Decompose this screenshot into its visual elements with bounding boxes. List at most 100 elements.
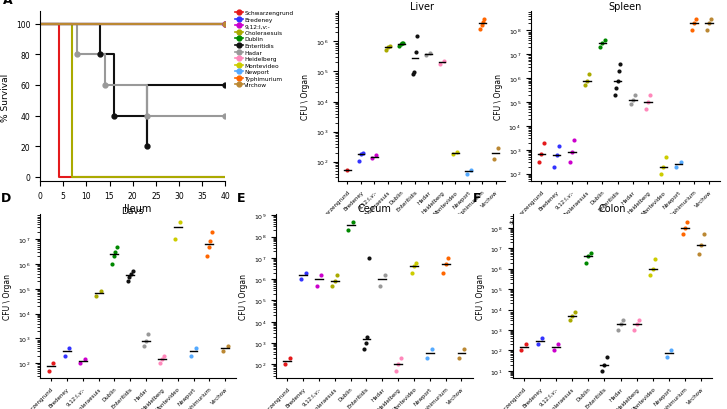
- Point: [630, 92, 641, 99]
- Point: [48, 360, 60, 367]
- Point: [537, 335, 548, 342]
- Point: [279, 361, 291, 368]
- Point: [597, 40, 608, 47]
- Point: [109, 249, 121, 256]
- Y-axis label: % Survival: % Survival: [1, 73, 10, 121]
- Text: D: D: [1, 192, 11, 204]
- Point: [438, 270, 449, 276]
- Point: [594, 45, 606, 51]
- Point: [90, 293, 102, 300]
- Point: [585, 250, 597, 256]
- Point: [95, 288, 107, 295]
- Point: [612, 78, 624, 85]
- Point: [677, 231, 688, 238]
- Point: [284, 355, 296, 362]
- Point: [206, 229, 217, 235]
- Point: [380, 48, 392, 54]
- Point: [222, 343, 233, 349]
- Point: [409, 70, 420, 76]
- Point: [425, 50, 436, 57]
- Point: [580, 260, 592, 266]
- Point: [174, 219, 186, 225]
- Point: [701, 28, 712, 35]
- Point: [693, 252, 704, 258]
- Point: [190, 345, 201, 352]
- Point: [361, 334, 373, 340]
- Point: [601, 353, 613, 360]
- Y-axis label: CFU \ Organ: CFU \ Organ: [494, 74, 503, 120]
- Point: [553, 341, 564, 348]
- Point: [612, 327, 624, 333]
- Point: [122, 279, 134, 285]
- Point: [551, 153, 563, 159]
- Point: [563, 160, 575, 166]
- Point: [640, 107, 651, 113]
- Point: [660, 154, 672, 161]
- Text: C: C: [493, 0, 502, 2]
- Point: [538, 140, 550, 146]
- Point: [615, 321, 627, 327]
- Point: [477, 19, 489, 26]
- Point: [379, 272, 390, 279]
- Point: [521, 341, 532, 348]
- Y-axis label: CFU \ Organ: CFU \ Organ: [475, 274, 485, 319]
- Point: [124, 274, 135, 281]
- Point: [438, 59, 450, 65]
- Point: [140, 338, 152, 344]
- Legend: Schwarzengrund, Bredeney, 9,12:l,v:-, Choleraesuis, Dublin, Enteritidis, Hadar, : Schwarzengrund, Bredeney, 9,12:l,v:-, Ch…: [233, 9, 296, 90]
- Point: [655, 171, 667, 178]
- Point: [360, 340, 371, 346]
- Point: [566, 312, 578, 319]
- Point: [478, 17, 490, 23]
- Point: [569, 138, 580, 144]
- Point: [451, 149, 463, 156]
- Point: [624, 102, 636, 108]
- Point: [169, 236, 181, 243]
- Point: [582, 78, 593, 85]
- Point: [371, 153, 382, 159]
- Point: [553, 143, 565, 150]
- Point: [492, 146, 504, 152]
- Point: [185, 353, 197, 359]
- Point: [106, 261, 118, 267]
- Point: [453, 355, 465, 362]
- Point: [617, 317, 629, 324]
- Point: [695, 242, 707, 248]
- Point: [411, 34, 423, 40]
- Point: [645, 272, 656, 279]
- Point: [356, 152, 367, 158]
- Y-axis label: CFU \ Organ: CFU \ Organ: [239, 274, 249, 319]
- Point: [201, 254, 213, 260]
- Point: [75, 360, 87, 367]
- Point: [582, 254, 594, 260]
- Point: [657, 164, 669, 171]
- Point: [300, 270, 311, 276]
- Point: [374, 283, 386, 289]
- Point: [411, 260, 422, 266]
- Point: [647, 266, 659, 272]
- Point: [645, 92, 656, 99]
- Title: Cecum: Cecum: [358, 204, 391, 214]
- Point: [675, 160, 687, 166]
- Point: [316, 272, 327, 279]
- Point: [142, 331, 154, 337]
- Title: Ileum: Ileum: [124, 204, 152, 214]
- Point: [548, 347, 560, 354]
- Y-axis label: CFU \ Organ: CFU \ Organ: [3, 274, 12, 319]
- Point: [536, 151, 547, 157]
- Point: [342, 167, 353, 173]
- Point: [698, 231, 710, 238]
- Point: [531, 341, 543, 348]
- Point: [342, 227, 354, 234]
- Point: [384, 44, 395, 50]
- Point: [125, 271, 137, 277]
- Point: [614, 61, 626, 68]
- Text: B: B: [305, 0, 314, 2]
- Point: [426, 346, 438, 353]
- Point: [63, 345, 75, 352]
- Point: [642, 99, 654, 106]
- Point: [396, 41, 408, 47]
- Point: [569, 308, 580, 315]
- Point: [408, 263, 419, 270]
- Point: [382, 45, 394, 51]
